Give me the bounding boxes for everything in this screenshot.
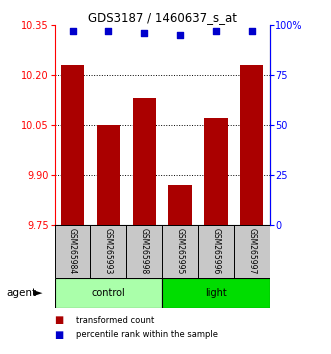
Text: control: control bbox=[92, 288, 125, 298]
Text: GSM265995: GSM265995 bbox=[176, 228, 185, 275]
Point bbox=[70, 28, 75, 34]
Bar bbox=[240, 65, 263, 225]
Point bbox=[177, 32, 183, 38]
Title: GDS3187 / 1460637_s_at: GDS3187 / 1460637_s_at bbox=[88, 11, 237, 24]
Point bbox=[142, 30, 147, 36]
Point bbox=[249, 28, 255, 34]
Text: GSM265984: GSM265984 bbox=[68, 228, 77, 274]
FancyBboxPatch shape bbox=[90, 225, 126, 278]
Bar bbox=[133, 98, 156, 225]
FancyBboxPatch shape bbox=[126, 225, 162, 278]
Bar bbox=[168, 185, 192, 225]
Text: ■: ■ bbox=[55, 330, 64, 339]
FancyBboxPatch shape bbox=[162, 225, 198, 278]
Point bbox=[106, 28, 111, 34]
Point bbox=[213, 28, 219, 34]
Text: ■: ■ bbox=[55, 315, 64, 325]
Bar bbox=[204, 118, 228, 225]
Text: GSM265993: GSM265993 bbox=[104, 228, 113, 275]
Text: agent: agent bbox=[7, 288, 37, 298]
Text: ►: ► bbox=[34, 288, 42, 298]
Bar bbox=[97, 125, 120, 225]
FancyBboxPatch shape bbox=[162, 278, 270, 308]
Text: GSM265997: GSM265997 bbox=[247, 228, 256, 275]
FancyBboxPatch shape bbox=[198, 225, 234, 278]
Text: GSM265998: GSM265998 bbox=[140, 228, 149, 274]
Text: transformed count: transformed count bbox=[76, 316, 154, 325]
Text: light: light bbox=[205, 288, 227, 298]
FancyBboxPatch shape bbox=[55, 278, 162, 308]
Text: percentile rank within the sample: percentile rank within the sample bbox=[76, 330, 218, 339]
Bar bbox=[61, 65, 84, 225]
FancyBboxPatch shape bbox=[234, 225, 270, 278]
FancyBboxPatch shape bbox=[55, 225, 90, 278]
Text: GSM265996: GSM265996 bbox=[212, 228, 220, 275]
